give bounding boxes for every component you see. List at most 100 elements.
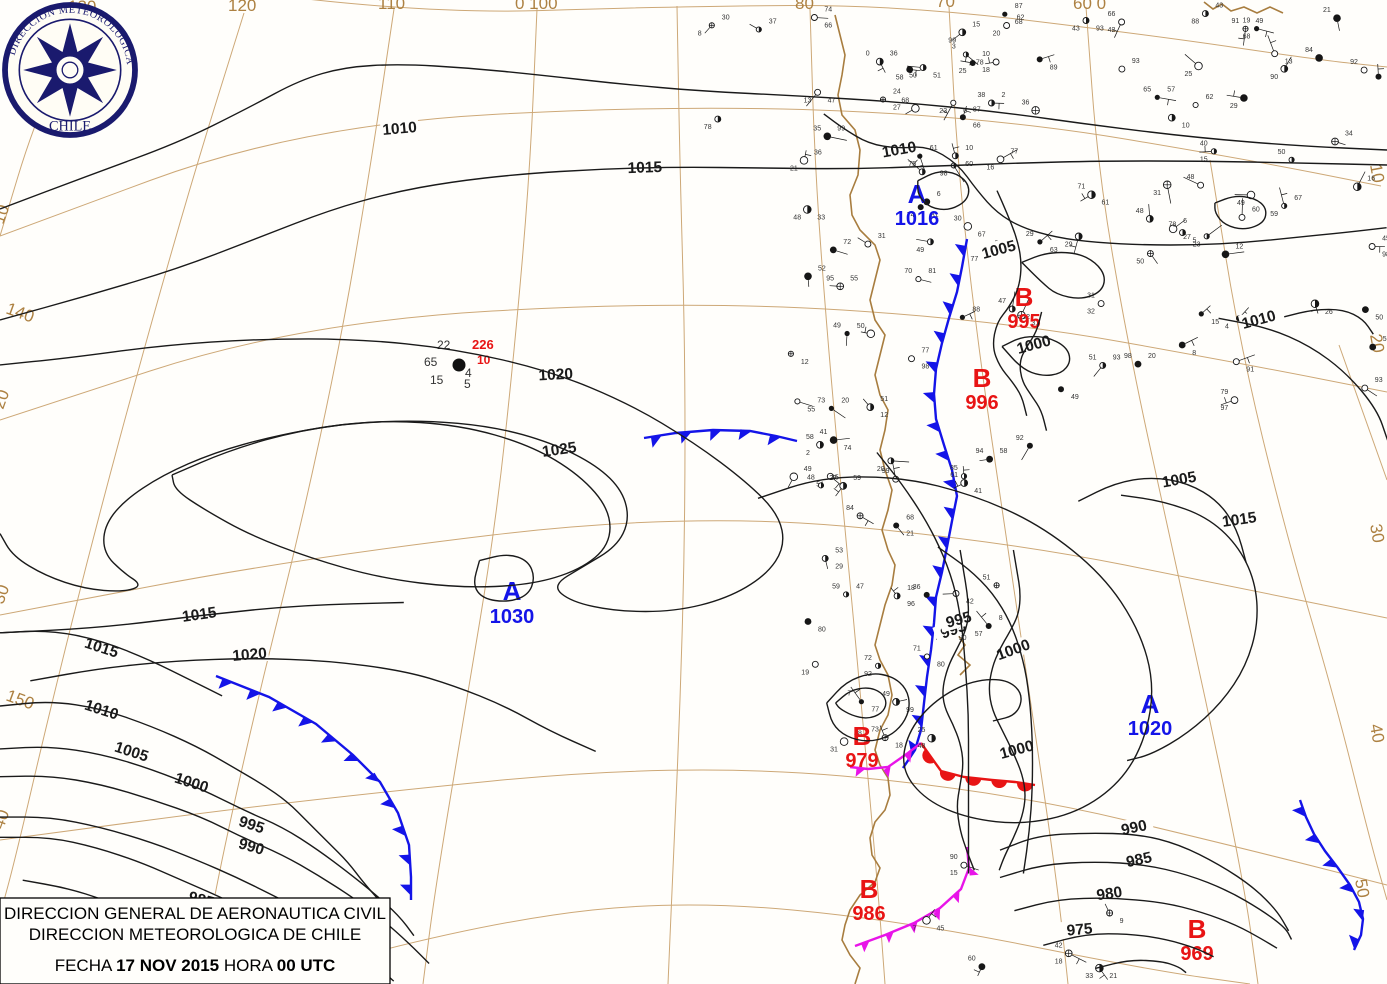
- svg-text:45: 45: [1382, 236, 1387, 243]
- svg-text:8: 8: [1192, 350, 1196, 357]
- svg-text:95: 95: [826, 275, 834, 282]
- svg-text:93: 93: [1113, 354, 1121, 361]
- svg-text:29: 29: [1026, 231, 1034, 238]
- svg-text:89: 89: [1050, 64, 1058, 71]
- svg-text:50: 50: [1136, 259, 1144, 266]
- svg-text:52: 52: [818, 265, 826, 272]
- svg-text:59: 59: [853, 475, 861, 482]
- svg-text:74: 74: [824, 7, 832, 14]
- svg-text:99: 99: [948, 37, 956, 44]
- svg-text:1020: 1020: [1128, 718, 1173, 740]
- svg-text:34: 34: [1345, 131, 1353, 138]
- svg-text:995: 995: [1007, 311, 1040, 333]
- svg-text:0 100: 0 100: [515, 0, 558, 13]
- svg-text:84: 84: [846, 505, 854, 512]
- svg-text:68: 68: [1243, 34, 1251, 41]
- svg-text:60 0: 60 0: [1073, 0, 1106, 13]
- svg-text:80: 80: [818, 627, 826, 634]
- svg-text:58: 58: [896, 75, 904, 82]
- svg-text:21: 21: [906, 531, 914, 538]
- svg-text:38: 38: [978, 92, 986, 99]
- svg-text:43: 43: [1072, 26, 1080, 33]
- svg-text:15: 15: [430, 373, 444, 387]
- svg-text:8: 8: [698, 30, 702, 37]
- svg-text:80: 80: [795, 0, 814, 13]
- svg-text:18: 18: [982, 67, 990, 74]
- svg-text:13: 13: [804, 97, 812, 104]
- svg-text:72: 72: [864, 655, 872, 662]
- svg-text:72: 72: [843, 239, 851, 246]
- svg-text:87: 87: [1015, 3, 1023, 10]
- svg-text:78: 78: [704, 124, 712, 131]
- svg-text:1020: 1020: [232, 645, 268, 665]
- svg-text:30: 30: [1366, 522, 1387, 544]
- svg-text:B: B: [1188, 914, 1207, 944]
- svg-text:36: 36: [890, 51, 898, 58]
- svg-text:65: 65: [424, 355, 438, 369]
- svg-text:50: 50: [1375, 315, 1383, 322]
- svg-text:97: 97: [1221, 405, 1229, 412]
- svg-text:49: 49: [1237, 200, 1245, 207]
- svg-text:32: 32: [1087, 309, 1095, 316]
- svg-text:51: 51: [1089, 354, 1097, 361]
- svg-text:12: 12: [1236, 243, 1244, 250]
- svg-text:77: 77: [871, 707, 879, 714]
- svg-text:18: 18: [1055, 958, 1063, 965]
- svg-text:CHILE: CHILE: [49, 118, 91, 134]
- svg-text:37: 37: [769, 19, 777, 26]
- svg-text:986: 986: [852, 903, 885, 925]
- svg-text:29: 29: [835, 563, 843, 570]
- svg-text:84: 84: [1305, 47, 1313, 54]
- svg-text:43: 43: [1215, 3, 1223, 10]
- svg-text:226: 226: [472, 337, 494, 352]
- svg-text:25: 25: [918, 727, 926, 734]
- svg-text:93: 93: [1132, 58, 1140, 65]
- svg-text:33: 33: [817, 215, 825, 222]
- svg-text:67: 67: [978, 231, 986, 238]
- svg-text:49: 49: [916, 247, 924, 254]
- svg-text:77: 77: [922, 348, 930, 355]
- svg-text:78: 78: [976, 60, 984, 67]
- svg-text:96: 96: [907, 601, 915, 608]
- svg-text:31: 31: [1153, 190, 1161, 197]
- svg-text:88: 88: [1191, 19, 1199, 26]
- svg-text:36: 36: [913, 584, 921, 591]
- svg-text:29: 29: [1065, 241, 1073, 248]
- svg-text:55: 55: [807, 406, 815, 413]
- svg-text:93: 93: [1096, 26, 1104, 33]
- svg-text:25: 25: [959, 68, 967, 75]
- svg-text:50: 50: [1351, 877, 1373, 899]
- svg-text:8: 8: [999, 615, 1003, 622]
- svg-text:1016: 1016: [895, 208, 940, 230]
- svg-text:13: 13: [1285, 59, 1293, 66]
- svg-text:42: 42: [1108, 27, 1116, 34]
- svg-text:10: 10: [982, 51, 990, 58]
- svg-text:16: 16: [987, 164, 995, 171]
- svg-text:51: 51: [1383, 336, 1387, 343]
- svg-text:110: 110: [378, 0, 405, 13]
- svg-text:15: 15: [950, 870, 958, 877]
- svg-text:51: 51: [880, 396, 888, 403]
- svg-text:980: 980: [1095, 884, 1123, 904]
- svg-text:42: 42: [1055, 942, 1063, 949]
- svg-text:49: 49: [804, 466, 812, 473]
- svg-text:91: 91: [1246, 367, 1254, 374]
- svg-text:6: 6: [937, 191, 941, 198]
- svg-text:40: 40: [1200, 140, 1208, 147]
- svg-text:5: 5: [1193, 238, 1197, 245]
- svg-text:2: 2: [1002, 92, 1006, 99]
- svg-text:81: 81: [928, 268, 936, 275]
- svg-text:66: 66: [973, 122, 981, 129]
- svg-text:FECHA 17 NOV 2015 HORA 00 UTC: FECHA 17 NOV 2015 HORA 00 UTC: [55, 956, 336, 975]
- svg-text:48: 48: [793, 215, 801, 222]
- svg-text:10: 10: [1182, 123, 1190, 130]
- svg-text:41: 41: [820, 429, 828, 436]
- svg-text:30: 30: [954, 215, 962, 222]
- svg-text:78: 78: [1169, 222, 1177, 229]
- svg-text:31: 31: [878, 233, 886, 240]
- svg-text:0: 0: [866, 51, 870, 58]
- svg-text:20: 20: [1148, 353, 1156, 360]
- svg-text:27: 27: [893, 105, 901, 112]
- svg-text:19: 19: [801, 669, 809, 676]
- svg-text:9: 9: [1120, 918, 1124, 925]
